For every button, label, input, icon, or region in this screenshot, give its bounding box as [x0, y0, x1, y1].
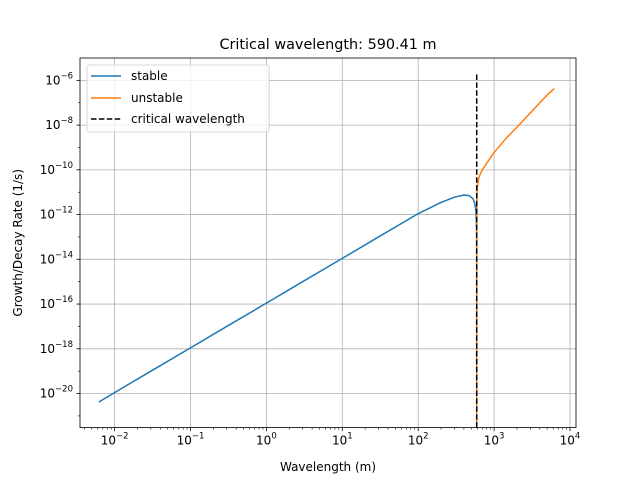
- y-tick-label: 10−8: [45, 116, 73, 132]
- y-tick-label: 10−16: [40, 295, 73, 311]
- x-tick-label: 10−2: [101, 432, 129, 448]
- plot-frame: [79, 57, 577, 429]
- legend-box: [86, 64, 270, 133]
- y-tick-label: 10−14: [40, 250, 73, 266]
- y-axis-title: Growth/Decay Rate (1/s): [11, 169, 25, 317]
- x-tick-label: 102: [408, 432, 429, 448]
- y-tick-label: 10−10: [40, 161, 73, 177]
- x-tick-label: 101: [332, 432, 353, 448]
- y-tick-label: 10−12: [40, 206, 73, 222]
- x-tick-label: 100: [256, 432, 277, 448]
- x-axis-title: Wavelength (m): [280, 460, 376, 474]
- chart-title: Critical wavelength: 590.41 m: [219, 37, 436, 53]
- legend-label-unstable: unstable: [131, 91, 183, 105]
- series-group: [98, 73, 555, 428]
- legend: stable unstable critical wavelength: [86, 64, 270, 133]
- x-tick-label: 103: [484, 432, 505, 448]
- y-tick-label: 10−20: [40, 385, 73, 401]
- y-tick-label: 10−18: [40, 340, 73, 356]
- ticks: 10−2 10−1 100 101 102 103 104 10−20 10−18 10−16 10…: [40, 71, 581, 447]
- legend-label-critical-wavelength: critical wavelength: [131, 112, 245, 126]
- legend-label-stable: stable: [131, 69, 168, 83]
- x-tick-label: 10−1: [177, 432, 205, 448]
- grid: [80, 58, 576, 428]
- y-tick-label: 10−6: [45, 71, 73, 87]
- x-tick-label: 104: [560, 432, 581, 448]
